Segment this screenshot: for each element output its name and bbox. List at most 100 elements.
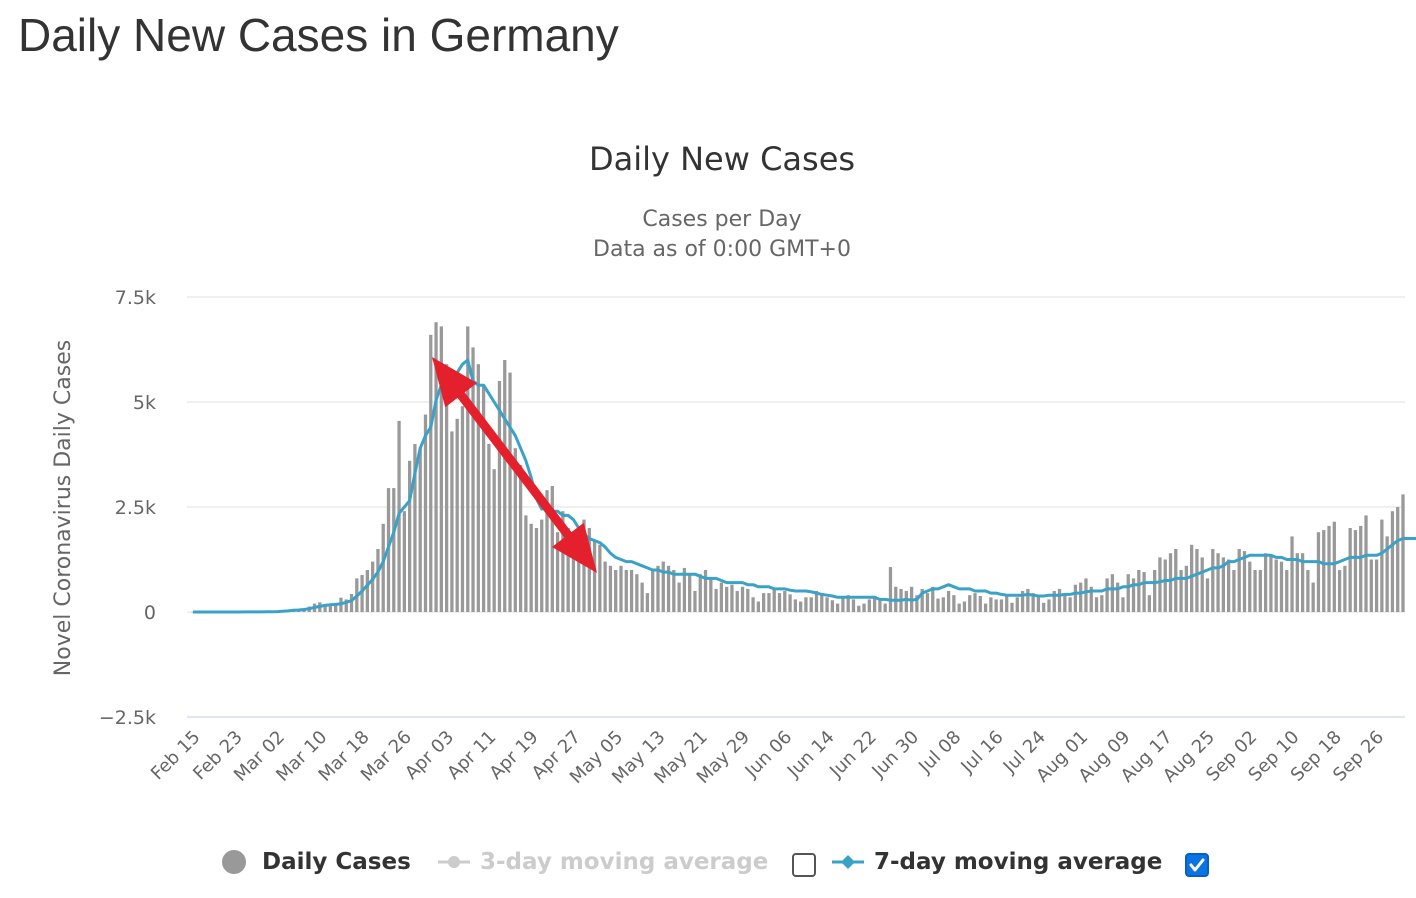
bar — [952, 595, 956, 612]
bar — [1131, 578, 1136, 612]
bar — [867, 599, 871, 612]
bar — [545, 490, 549, 612]
checkbox-3-day-average[interactable] — [792, 853, 816, 877]
chart-subtitle-line-1: Cases per Day — [642, 207, 801, 232]
bar — [1110, 574, 1115, 612]
legend-3-day-average[interactable]: 3-day moving average — [438, 840, 768, 884]
bar — [1126, 574, 1130, 612]
bar — [915, 595, 919, 612]
bar — [677, 582, 681, 612]
bar — [746, 588, 750, 612]
bar — [1369, 559, 1373, 612]
checkbox-7-day-average[interactable] — [1185, 853, 1209, 877]
bar — [1026, 588, 1030, 612]
bar — [381, 523, 385, 612]
bar — [1153, 570, 1157, 612]
bar — [1116, 582, 1120, 612]
bar — [1020, 591, 1025, 612]
bar — [365, 570, 370, 612]
chart-subtitle-line-2: Data as of 0:00 GMT+0 — [593, 237, 851, 262]
bar — [994, 599, 998, 612]
bar — [1047, 599, 1051, 612]
bar — [857, 605, 861, 612]
bar — [936, 598, 940, 612]
bar — [846, 595, 850, 612]
bar — [614, 570, 618, 612]
bar — [561, 511, 565, 612]
bar — [360, 575, 364, 612]
bar — [730, 584, 734, 612]
bar — [1337, 570, 1342, 612]
series-line-7-day-average — [193, 358, 1416, 614]
bar — [957, 603, 961, 612]
bar — [709, 578, 713, 612]
bar — [1079, 582, 1083, 612]
bar — [656, 565, 660, 612]
bar — [434, 322, 438, 612]
bar — [814, 591, 819, 612]
bar — [635, 574, 639, 612]
bar — [1374, 559, 1379, 612]
legend-daily-cases[interactable]: Daily Cases — [222, 840, 411, 884]
bar — [762, 593, 766, 612]
bar — [973, 593, 977, 612]
bar — [455, 418, 459, 612]
bar — [418, 448, 422, 612]
bar — [534, 528, 539, 612]
y-tick-label: −2.5k — [99, 707, 156, 729]
bar — [830, 600, 834, 612]
legend-7-day-average[interactable]: 7-day moving average — [832, 840, 1162, 884]
bar — [376, 549, 380, 612]
bar — [323, 604, 327, 612]
bar — [513, 448, 517, 612]
bar — [740, 586, 745, 612]
bar — [423, 414, 428, 612]
bar — [799, 601, 803, 612]
bar — [1263, 553, 1268, 612]
legend-daily-cases-label: Daily Cases — [262, 849, 411, 875]
bar — [941, 597, 945, 612]
bar — [328, 606, 333, 612]
bar — [809, 597, 813, 612]
bar — [466, 326, 470, 612]
bar — [1068, 597, 1072, 612]
bar — [476, 364, 480, 612]
bar — [540, 519, 544, 612]
y-tick-labels: 7.5k 5k 2.5k 0 −2.5k — [99, 287, 156, 729]
bar — [1216, 553, 1220, 612]
bar — [872, 597, 877, 612]
bar — [693, 591, 697, 612]
bar — [1147, 595, 1152, 612]
bar — [999, 599, 1004, 612]
bar — [931, 586, 935, 612]
bar — [725, 586, 729, 612]
bar — [1253, 570, 1257, 612]
bar — [925, 593, 930, 612]
bar — [688, 574, 692, 612]
bar — [756, 601, 761, 612]
line-layer — [193, 358, 1416, 614]
chart-title: Daily New Cases — [589, 140, 855, 178]
bar — [1174, 549, 1178, 612]
legend: Daily Cases 3-day moving average 7-day m… — [0, 840, 1416, 890]
bar — [1327, 525, 1331, 612]
bar — [703, 570, 708, 612]
bar — [555, 532, 560, 612]
bar — [487, 444, 491, 612]
bars-layer — [191, 322, 1405, 613]
bar — [392, 488, 396, 612]
bar — [1142, 572, 1146, 612]
bar — [460, 406, 465, 612]
bar — [503, 360, 507, 612]
page-title: Daily New Cases in Germany — [18, 9, 619, 61]
bar — [1042, 602, 1046, 612]
arrow-shaft — [446, 378, 583, 552]
checkmark-icon — [1189, 858, 1205, 872]
bar — [566, 528, 570, 612]
bar — [1300, 553, 1305, 612]
bar — [439, 326, 443, 612]
y-tick-label: 5k — [133, 392, 156, 414]
bar — [550, 486, 554, 612]
bar — [1137, 570, 1141, 612]
bar — [962, 601, 967, 612]
